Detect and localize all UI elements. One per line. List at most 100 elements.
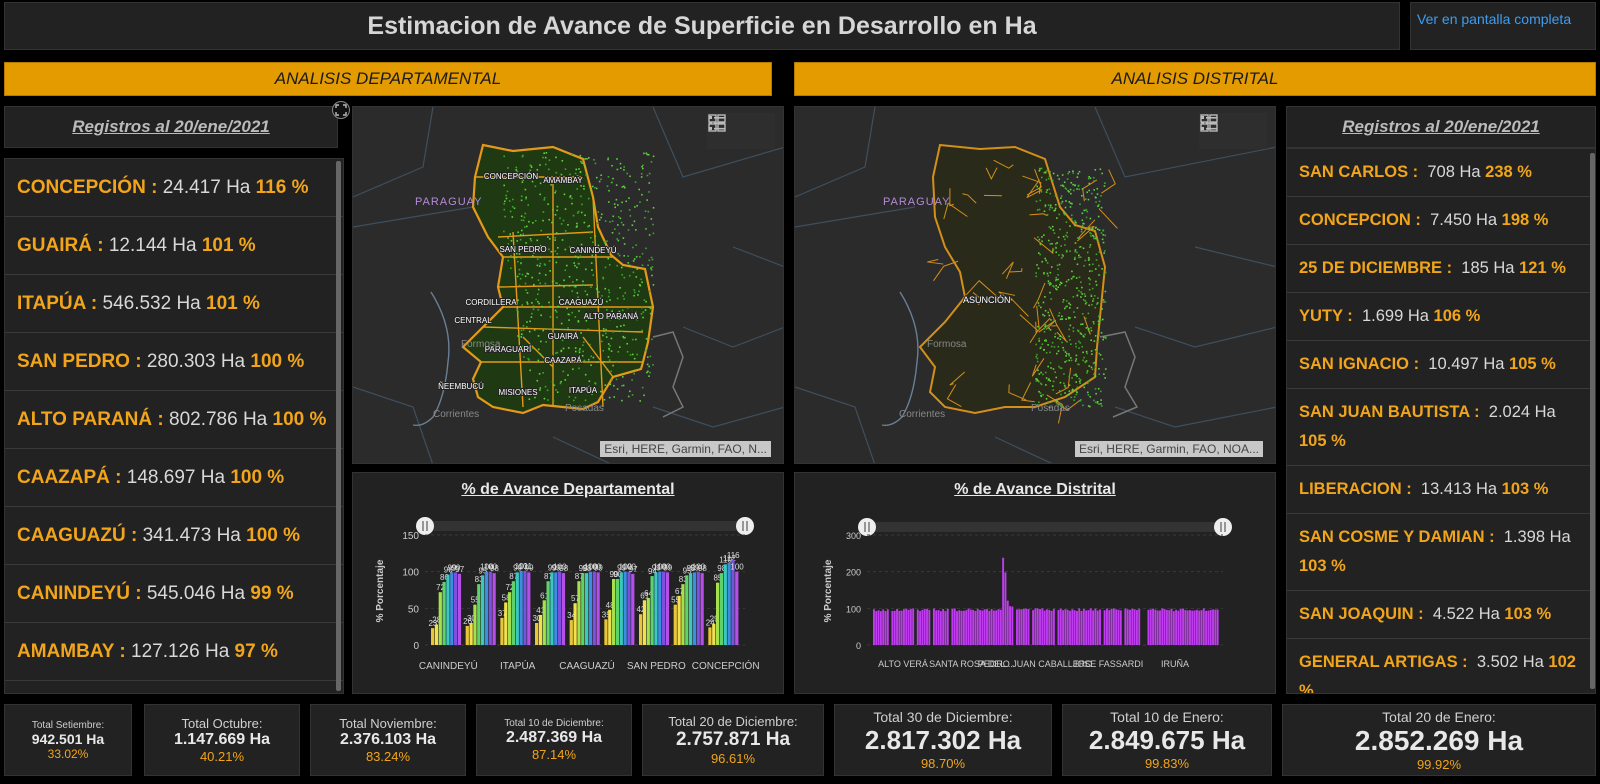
chart-bar[interactable] <box>962 610 965 645</box>
chart-bar[interactable] <box>1177 610 1180 645</box>
chart-bar[interactable] <box>1046 609 1048 645</box>
chart-bar[interactable] <box>608 609 612 645</box>
chart-bar[interactable] <box>1080 611 1083 645</box>
chart-bar[interactable] <box>1078 608 1081 645</box>
chart-bar[interactable] <box>1059 608 1062 645</box>
chart-bar[interactable] <box>1052 608 1055 645</box>
chart-bar[interactable] <box>942 609 945 645</box>
chart-bar[interactable] <box>882 609 885 645</box>
chart-bar[interactable] <box>928 609 931 645</box>
chart-bar[interactable] <box>615 579 620 645</box>
chart-bar[interactable] <box>689 573 693 645</box>
chart-bar[interactable] <box>588 571 593 645</box>
chart-bar[interactable] <box>569 620 573 645</box>
chart-bar[interactable] <box>898 610 901 645</box>
chart-bar[interactable] <box>662 571 666 645</box>
chart-bar[interactable] <box>1200 610 1203 645</box>
chart-bar[interactable] <box>1193 610 1196 645</box>
chart-bar[interactable] <box>1004 572 1007 645</box>
chart-bar[interactable] <box>919 611 922 645</box>
basemap-gallery-icon[interactable] <box>708 114 768 141</box>
chart-bar[interactable] <box>1172 611 1175 645</box>
chart-bar[interactable] <box>926 608 928 645</box>
dist-map[interactable]: PARAGUAY Formosa Corrientes Posadas ASUNCIÓN… <box>794 106 1276 464</box>
chart-bar[interactable] <box>873 609 875 645</box>
chart-range-slider[interactable] <box>425 521 745 531</box>
chart-bar[interactable] <box>450 572 454 645</box>
chart-bar[interactable] <box>1126 609 1129 645</box>
chart-bar[interactable] <box>981 610 984 645</box>
dept-list-item[interactable]: SAN PEDRO : 280.303 Ha 100 % <box>5 333 343 391</box>
chart-bar[interactable] <box>712 623 716 645</box>
chart-bar[interactable] <box>650 576 654 645</box>
chart-bar[interactable] <box>727 562 731 645</box>
chart-bar[interactable] <box>1170 608 1173 645</box>
chart-bar[interactable] <box>1131 608 1134 645</box>
dist-list-item[interactable]: 25 DE DICIEMBRE : 185 Ha 121 % <box>1287 245 1595 293</box>
dist-list-scrollbar[interactable] <box>1590 153 1595 689</box>
chart-bar[interactable] <box>708 627 712 645</box>
chart-bar[interactable] <box>912 608 915 645</box>
chart-bar[interactable] <box>1133 609 1136 645</box>
chart-bar[interactable] <box>527 572 531 645</box>
chart-bar[interactable] <box>891 610 894 645</box>
chart-bar[interactable] <box>442 581 446 645</box>
chart-bar[interactable] <box>1108 610 1111 645</box>
chart-bar[interactable] <box>1105 608 1108 645</box>
chart-bar[interactable] <box>1062 610 1065 645</box>
chart-bar[interactable] <box>1124 608 1127 645</box>
chart-bar[interactable] <box>884 611 887 645</box>
chart-bar[interactable] <box>538 614 543 645</box>
chart-bar[interactable] <box>1089 608 1092 645</box>
expand-icon[interactable] <box>332 101 350 119</box>
chart-bar[interactable] <box>1184 610 1187 645</box>
dist-list-item[interactable]: LIBERACION : 13.413 Ha 103 % <box>1287 466 1595 514</box>
chart-bar[interactable] <box>1152 608 1155 645</box>
chart-bar[interactable] <box>1186 610 1189 645</box>
chart-bar[interactable] <box>956 611 958 645</box>
slider-handle[interactable] <box>858 518 876 536</box>
chart-bar[interactable] <box>1050 610 1053 645</box>
chart-bar[interactable] <box>1115 609 1118 645</box>
chart-bar[interactable] <box>696 571 700 645</box>
chart-bar[interactable] <box>484 571 489 645</box>
chart-bar[interactable] <box>1057 610 1060 645</box>
chart-bar[interactable] <box>585 573 589 645</box>
chart-bar[interactable] <box>923 608 926 645</box>
chart-bar[interactable] <box>596 572 600 645</box>
chart-bar[interactable] <box>604 619 608 645</box>
chart-bar[interactable] <box>1022 608 1025 645</box>
chart-bar[interactable] <box>1041 608 1044 645</box>
dept-list-item[interactable]: CAAZAPÁ : 148.697 Ha 100 % <box>5 449 343 507</box>
chart-bar[interactable] <box>1163 608 1166 645</box>
chart-bar[interactable] <box>1161 608 1164 645</box>
dist-list-item[interactable]: SAN IGNACIO : 10.497 Ha 105 % <box>1287 341 1595 389</box>
chart-bar[interactable] <box>573 603 577 645</box>
chart-bar[interactable] <box>481 575 485 645</box>
chart-bar[interactable] <box>438 592 442 645</box>
chart-bar[interactable] <box>1189 610 1191 645</box>
chart-bar[interactable] <box>1205 610 1208 645</box>
chart-bar[interactable] <box>997 609 1000 645</box>
chart-bar[interactable] <box>1191 610 1194 645</box>
chart-bar[interactable] <box>1159 610 1161 645</box>
chart-bar[interactable] <box>542 600 546 645</box>
dept-map[interactable]: CONCEPCIÓN AMAMBAY SAN PEDRO CANINDEYÚ CORDI… <box>352 106 784 464</box>
chart-bar[interactable] <box>735 571 739 645</box>
chart-bar[interactable] <box>1103 610 1106 645</box>
chart-bar[interactable] <box>921 609 924 645</box>
dept-list-item[interactable]: AMAMBAY : 127.126 Ha 97 % <box>5 623 343 681</box>
chart-bar[interactable] <box>916 609 919 645</box>
chart-bar[interactable] <box>665 572 670 645</box>
chart-bar[interactable] <box>454 572 458 645</box>
chart-bar[interactable] <box>581 573 585 645</box>
dist-list-item[interactable]: GENERAL ARTIGAS : 3.502 Ha 102 % <box>1287 639 1595 693</box>
chart-bar[interactable] <box>1036 608 1039 645</box>
chart-bar[interactable] <box>1099 609 1101 645</box>
chart-bar[interactable] <box>944 611 947 645</box>
dist-list-item[interactable]: SAN COSME Y DAMIAN : 1.398 Ha 103 % <box>1287 514 1595 591</box>
chart-bar[interactable] <box>1147 609 1150 645</box>
chart-bar[interactable] <box>1064 609 1067 645</box>
chart-bar[interactable] <box>673 604 677 645</box>
chart-bar[interactable] <box>1179 608 1182 645</box>
